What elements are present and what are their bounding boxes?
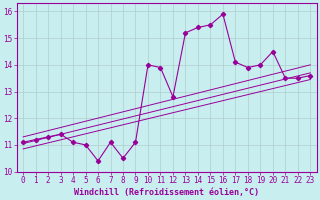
X-axis label: Windchill (Refroidissement éolien,°C): Windchill (Refroidissement éolien,°C) xyxy=(74,188,259,197)
